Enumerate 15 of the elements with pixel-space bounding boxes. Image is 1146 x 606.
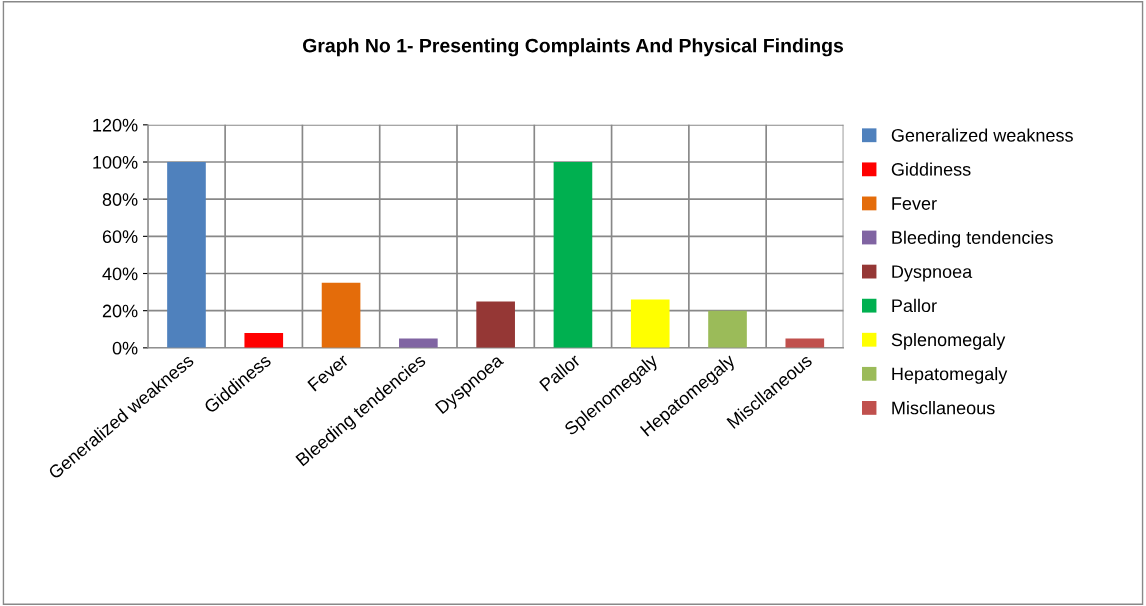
legend-label: Bleeding tendencies: [892, 230, 1053, 248]
legend-label: Generalized weakness: [891, 128, 1073, 142]
y-tick-label: 20%: [102, 304, 138, 318]
legend-label: Dyspnoea: [892, 265, 973, 282]
y-tick-label: 100%: [93, 155, 138, 169]
legend-label: Giddiness: [891, 162, 971, 176]
chart-title: Graph No 1- Presenting Complaints And Physical Findings: [303, 38, 844, 57]
legend-label: Pallor: [892, 298, 937, 313]
legend-label: Fever: [892, 197, 937, 210]
y-tick-label: 60%: [102, 230, 138, 244]
y-tick-label: 40%: [102, 267, 138, 281]
legend-label: Splenomegaly: [891, 332, 1006, 350]
y-tick-label: 120%: [93, 118, 138, 132]
y-tick-label: 0%: [112, 341, 138, 355]
y-tick-label: 80%: [102, 193, 138, 206]
